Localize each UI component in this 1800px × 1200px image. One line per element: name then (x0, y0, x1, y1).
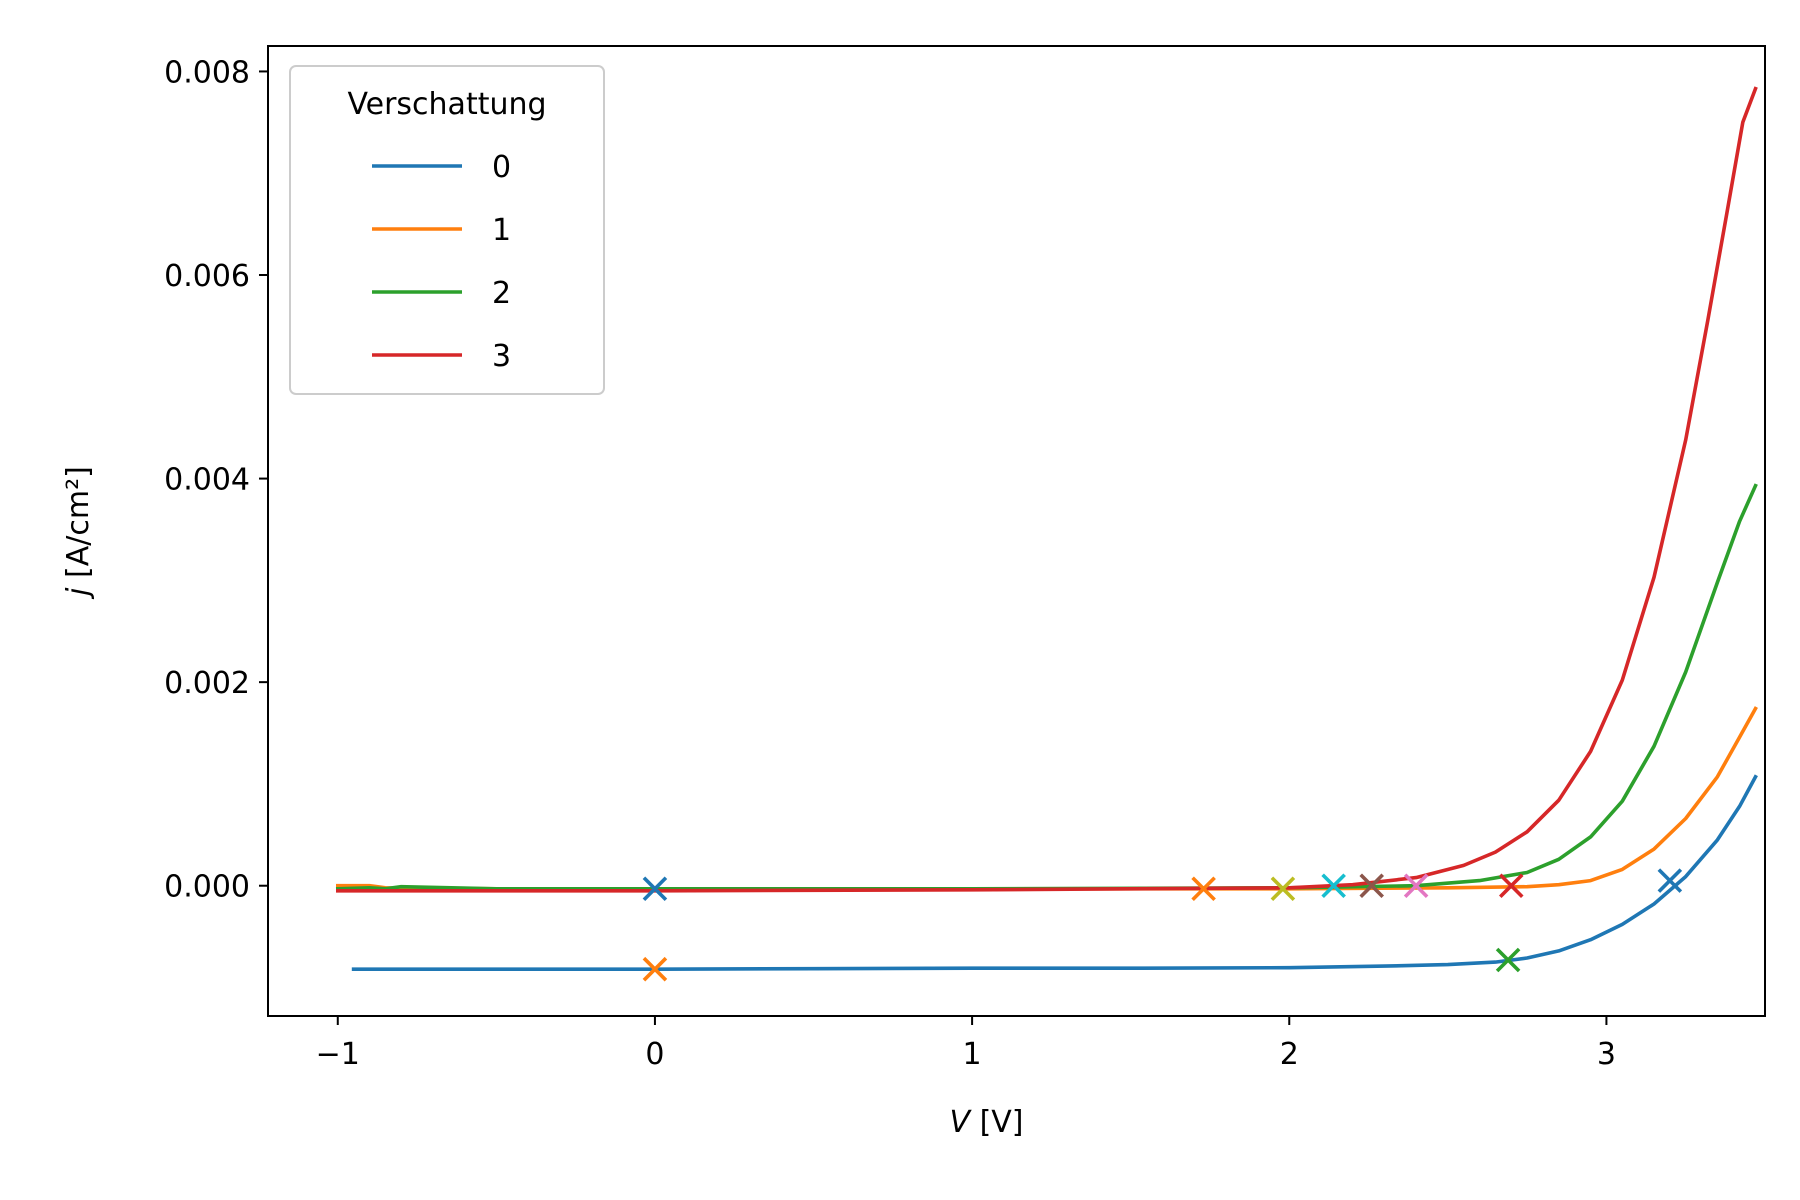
marker-x-6 (1403, 873, 1429, 898)
series-line-0 (351, 774, 1758, 972)
y-axis-label: j [A/cm²] (61, 466, 96, 600)
legend: Verschattung 0 1 2 3 (289, 65, 605, 395)
legend-label-3: 3 (492, 339, 511, 374)
x-axis-label: V [V] (950, 1105, 1024, 1140)
x-tick-label: −1 (316, 1037, 360, 1072)
y-tick-label: 0.002 (164, 666, 250, 701)
marker-stroke (1191, 876, 1216, 902)
marker-stroke (1359, 873, 1384, 898)
y-tick-label: 0.000 (164, 870, 250, 905)
y-axis-label-unit: [A/cm²] (61, 466, 96, 587)
marker-stroke (1657, 868, 1683, 893)
marker-stroke (642, 956, 668, 982)
marker-x-3 (1270, 876, 1296, 902)
marker-stroke (1495, 947, 1521, 973)
legend-label-2: 2 (492, 276, 511, 311)
y-tick-label: 0.008 (164, 55, 250, 90)
marker-x-7 (1498, 873, 1524, 898)
legend-title: Verschattung (347, 87, 546, 122)
series-group (335, 86, 1758, 982)
marker-x-8 (1495, 947, 1521, 973)
marker-stroke (1270, 876, 1296, 902)
marker-x-1 (642, 956, 668, 982)
marker-x-5 (1359, 873, 1384, 898)
marker-x-4 (1321, 873, 1346, 898)
marker-x-0 (642, 876, 668, 902)
marker-stroke (1321, 873, 1346, 898)
marker-stroke (1403, 873, 1429, 898)
x-axis-label-unit: [V] (970, 1105, 1023, 1140)
legend-label-1: 1 (492, 213, 511, 248)
x-tick-label: 3 (1597, 1037, 1616, 1072)
marker-x-2 (1191, 876, 1216, 902)
marker-stroke (1498, 873, 1524, 898)
x-tick-label: 0 (645, 1037, 664, 1072)
y-axis-label-symbol: j (61, 587, 96, 600)
y-tick-label: 0.004 (164, 463, 250, 498)
marker-stroke (642, 876, 668, 902)
x-tick-label: 2 (1280, 1037, 1299, 1072)
y-tick-label: 0.006 (164, 259, 250, 294)
plot-area (335, 86, 1758, 982)
marker-x-9 (1657, 868, 1683, 893)
axes-frame (267, 45, 1766, 1017)
x-axis-label-symbol: V (950, 1105, 973, 1140)
axes: −1 0 1 2 3 0.000 0.002 0.004 0.006 0.008 V [V] j [A… (61, 45, 1766, 1140)
legend-label-0: 0 (492, 150, 511, 185)
series-line-2 (335, 483, 1758, 891)
x-tick-label: 1 (963, 1037, 982, 1072)
series-line-3 (335, 86, 1758, 893)
